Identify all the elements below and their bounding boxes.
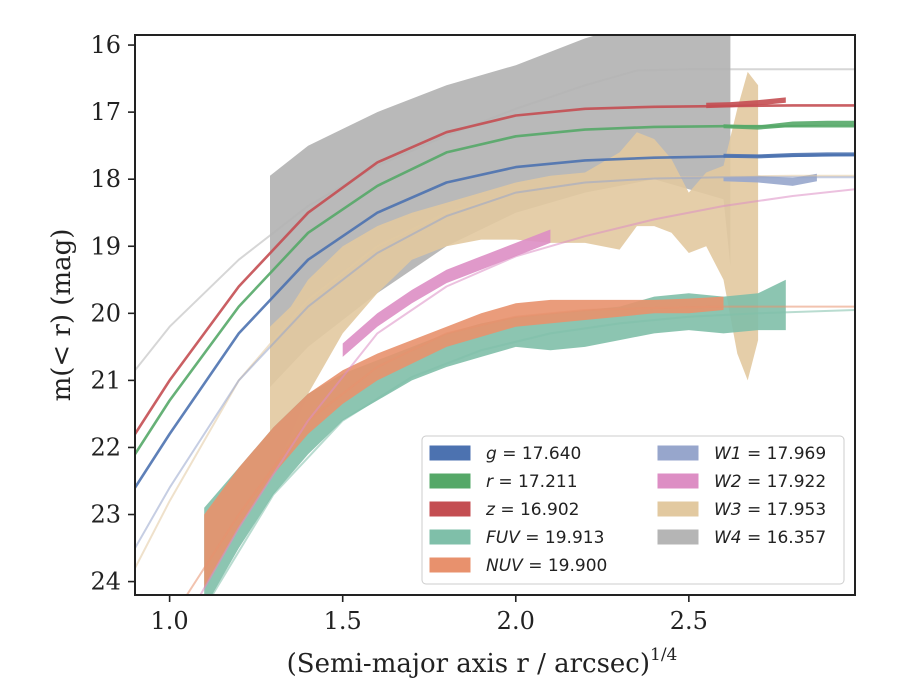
- legend-label: z = 16.902: [485, 500, 579, 520]
- model-curve-fuv: [211, 309, 855, 595]
- band-fuv: [204, 279, 786, 595]
- y-tick-label: 17: [90, 98, 121, 126]
- legend-label: W3 = 17.953: [714, 500, 826, 520]
- y-tick-label: 18: [90, 165, 121, 193]
- legend-swatch: [429, 445, 471, 461]
- y-tick-label: 19: [90, 232, 121, 260]
- model-curve-nuv: [185, 305, 855, 595]
- model-curve-w2: [199, 188, 855, 595]
- legend-swatch: [657, 501, 699, 517]
- x-axis-title-exponent: 1/4: [650, 645, 677, 665]
- x-axis-title: (Semi-major axis r / arcsec)1/4: [287, 645, 678, 679]
- x-tick-label: 1.5: [324, 607, 362, 635]
- legend-label: W1 = 17.969: [714, 444, 826, 464]
- x-tick-label: 2.0: [497, 607, 535, 635]
- y-tick-label: 23: [90, 501, 121, 529]
- legend-label: r = 17.211: [486, 472, 578, 492]
- legend-label: NUV = 19.900: [486, 556, 607, 576]
- x-tick-label: 1.0: [151, 607, 189, 635]
- x-tick-label: 2.5: [670, 607, 708, 635]
- y-tick-label: 20: [90, 299, 121, 327]
- model-curve-w4: [135, 68, 855, 372]
- y-tick-label: 22: [90, 433, 121, 461]
- y-tick-label: 24: [90, 568, 121, 596]
- plot-frame: [134, 34, 856, 596]
- legend-swatch: [429, 473, 471, 489]
- legend-swatch: [657, 473, 699, 489]
- y-axis-title: m(< r) (mag): [47, 229, 77, 402]
- legend-label: g = 17.640: [486, 444, 581, 464]
- y-tick-label: 16: [90, 31, 121, 59]
- band-w3: [270, 71, 759, 482]
- legend-swatch: [429, 529, 471, 545]
- model-curve-z: [135, 104, 855, 436]
- model-curve-w1: [135, 176, 855, 550]
- legend-swatch: [657, 445, 699, 461]
- legend-swatch: [429, 557, 471, 573]
- legend-label: W2 = 17.922: [714, 472, 826, 492]
- model-curve-r: [135, 124, 855, 456]
- legend-box: [421, 435, 845, 585]
- legend-swatch: [429, 501, 471, 517]
- band-w2: [342, 229, 551, 357]
- legend-label: W4 = 16.357: [714, 528, 826, 548]
- model-curve-g: [135, 153, 855, 489]
- legend: g = 17.640 r = 17.211 z = 16.902 FUV = 19.9…: [421, 435, 845, 585]
- band-w4: [270, 35, 731, 502]
- legend-label: FUV = 19.913: [486, 528, 604, 548]
- legend-swatch: [657, 529, 699, 545]
- y-tick-label: 21: [90, 366, 121, 394]
